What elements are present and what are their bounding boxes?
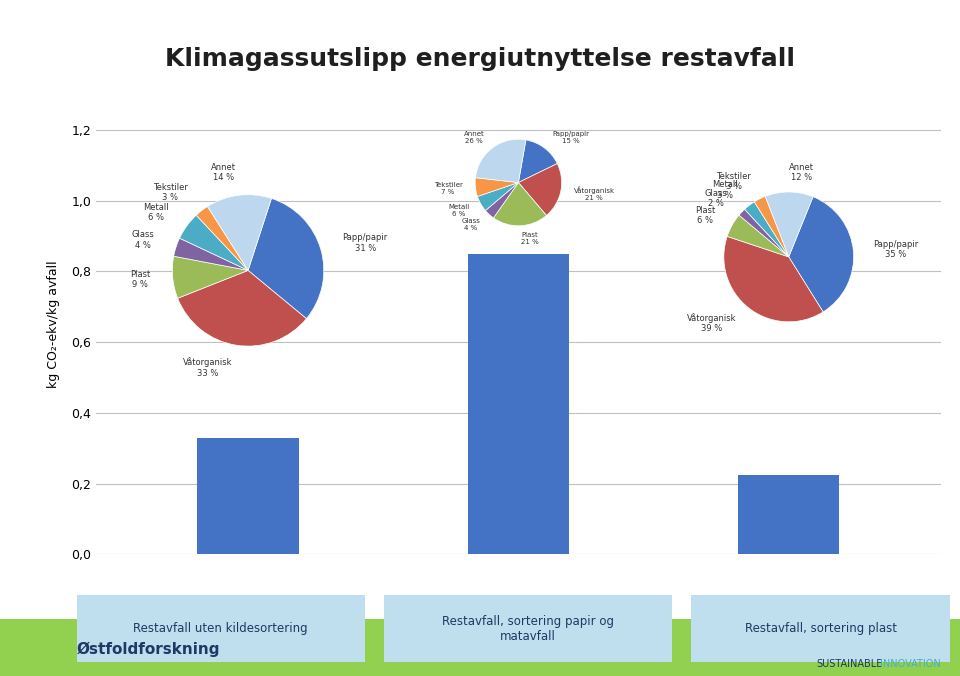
Text: Våtorganisk
33 %: Våtorganisk 33 %: [183, 358, 232, 378]
Text: Restavfall, sortering plast: Restavfall, sortering plast: [745, 622, 897, 635]
Text: Papp/papir
35 %: Papp/papir 35 %: [873, 240, 918, 259]
Text: Østfoldforskning: Østfoldforskning: [77, 642, 220, 656]
Wedge shape: [493, 183, 546, 226]
Text: Tekstiler
7 %: Tekstiler 7 %: [434, 182, 463, 195]
Text: Våtorganisk
39 %: Våtorganisk 39 %: [687, 313, 736, 333]
Wedge shape: [765, 192, 813, 257]
Wedge shape: [174, 238, 248, 270]
Wedge shape: [180, 215, 248, 270]
Text: Annet
12 %: Annet 12 %: [789, 163, 814, 183]
Text: Glass
4 %: Glass 4 %: [132, 231, 155, 249]
Wedge shape: [727, 215, 789, 257]
Text: Papp/papir
31 %: Papp/papir 31 %: [343, 233, 388, 253]
Wedge shape: [178, 270, 306, 346]
Wedge shape: [739, 210, 789, 257]
Wedge shape: [173, 256, 248, 298]
Wedge shape: [486, 183, 518, 218]
Text: Restavfall uten kildesortering: Restavfall uten kildesortering: [133, 622, 308, 635]
Wedge shape: [248, 198, 324, 318]
Text: Plast
6 %: Plast 6 %: [695, 206, 715, 225]
Wedge shape: [745, 202, 789, 257]
Text: Metall
6 %: Metall 6 %: [448, 203, 469, 217]
Text: Plast
9 %: Plast 9 %: [130, 270, 150, 289]
Wedge shape: [518, 140, 558, 183]
Text: Plast
21 %: Plast 21 %: [521, 232, 539, 245]
Wedge shape: [789, 197, 853, 312]
Wedge shape: [475, 139, 526, 183]
Wedge shape: [518, 164, 562, 216]
Text: Annet
26 %: Annet 26 %: [464, 131, 485, 144]
Bar: [198, 437, 299, 554]
Wedge shape: [207, 195, 272, 270]
Text: Metall
3 %: Metall 3 %: [712, 180, 737, 199]
Wedge shape: [724, 237, 823, 322]
Wedge shape: [475, 178, 518, 197]
Bar: [468, 254, 569, 554]
Text: Våtorganisk
21 %: Våtorganisk 21 %: [573, 187, 614, 201]
Y-axis label: kg CO₂-ekv/kg avfall: kg CO₂-ekv/kg avfall: [47, 261, 60, 388]
Wedge shape: [477, 183, 518, 210]
Text: Tekstiler
3 %: Tekstiler 3 %: [153, 183, 188, 202]
Text: Restavfall, sortering papir og
matavfall: Restavfall, sortering papir og matavfall: [442, 614, 614, 643]
Bar: [738, 475, 839, 554]
Wedge shape: [196, 206, 248, 270]
Text: INNOVATION: INNOVATION: [880, 659, 941, 669]
Text: Glass
2 %: Glass 2 %: [705, 189, 728, 208]
Text: Papp/papir
15 %: Papp/papir 15 %: [552, 131, 589, 144]
Text: Glass
4 %: Glass 4 %: [462, 218, 480, 231]
Text: Metall
6 %: Metall 6 %: [143, 203, 168, 222]
Text: SUSTAINABLE: SUSTAINABLE: [817, 659, 883, 669]
Text: Annet
14 %: Annet 14 %: [211, 163, 236, 183]
Wedge shape: [755, 196, 789, 257]
Text: Tekstiler
3 %: Tekstiler 3 %: [716, 172, 751, 191]
Text: Klimagassutslipp energiutnyttelse restavfall: Klimagassutslipp energiutnyttelse restav…: [165, 47, 795, 72]
